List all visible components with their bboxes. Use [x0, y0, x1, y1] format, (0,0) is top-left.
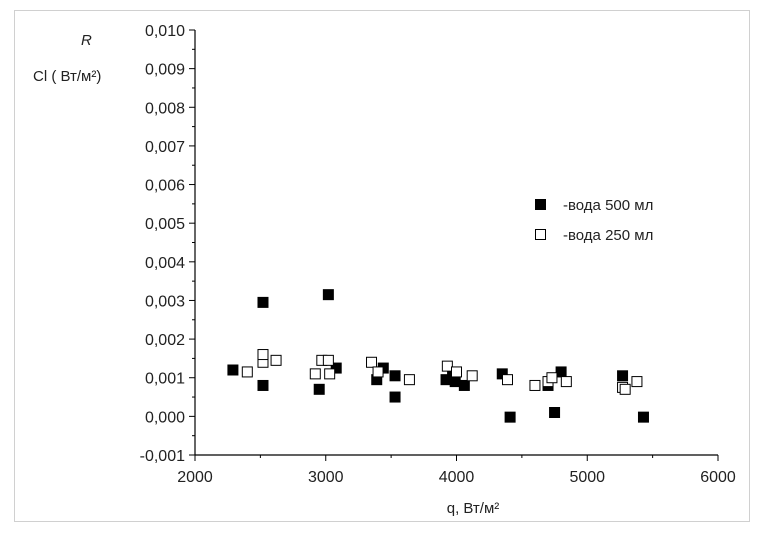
data-point-series-2	[366, 356, 378, 368]
data-point-series-2	[546, 372, 558, 384]
data-point-series-2	[501, 374, 513, 386]
data-point-series-2	[631, 376, 643, 388]
y-tick-label: 0,005	[145, 216, 185, 233]
data-point-series-1	[504, 411, 516, 423]
data-point-series-2	[309, 368, 321, 380]
data-point-series-1	[227, 364, 239, 376]
data-point-series-2	[560, 376, 572, 388]
y-axis-title-line2: Cl ( Вт/м²)	[33, 68, 101, 85]
y-axis-title-line1: R	[81, 32, 92, 49]
data-point-series-2	[372, 366, 384, 378]
data-point-series-1	[257, 379, 269, 391]
x-axis-title: q, Вт/м²	[447, 500, 500, 517]
legend-label-series-1: -вода 500 мл	[563, 197, 653, 214]
y-tick-label: 0,002	[145, 332, 185, 349]
x-tick-label: 3000	[308, 469, 344, 486]
data-points	[227, 289, 649, 423]
legend-marker-open-square	[535, 229, 546, 240]
data-point-series-1	[555, 366, 567, 378]
y-tick-label: 0,000	[145, 409, 185, 426]
scatter-chart: 2000 3000 4000 5000 6000 -0,001 0,000 0,001 0,0…	[33, 23, 736, 517]
y-tick-label: 0,001	[145, 371, 185, 388]
y-tick-label: 0,003	[145, 293, 185, 310]
y-tick-label: 0,009	[145, 62, 185, 79]
data-point-series-1	[330, 362, 342, 374]
y-tick-label: 0,004	[145, 255, 185, 272]
data-point-series-1	[549, 407, 561, 418]
data-point-series-2	[441, 360, 453, 372]
chart-frame: 2000 3000 4000 5000 6000 -0,001 0,000 0,001 0,0…	[14, 10, 750, 522]
data-point-series-1	[440, 374, 452, 386]
y-tick-label: 0,008	[145, 100, 185, 117]
x-axis-ticks: 2000 3000 4000 5000 6000	[177, 455, 736, 486]
x-tick-label: 4000	[439, 469, 475, 486]
y-axis-title: R Cl ( Вт/м²)	[33, 32, 101, 85]
data-point-series-1	[389, 391, 401, 403]
y-tick-label: 0,006	[145, 178, 185, 195]
data-point-series-1	[371, 374, 383, 386]
data-point-series-2	[324, 368, 336, 380]
y-tick-label: 0,010	[145, 23, 185, 40]
y-tick-label: -0,001	[140, 448, 185, 465]
y-axis-ticks: -0,001 0,000 0,001 0,002 0,003 0,004 0,005 0,00…	[140, 23, 195, 465]
x-tick-label: 5000	[569, 469, 605, 486]
y-tick-label: 0,007	[145, 139, 185, 156]
data-point-series-1	[389, 370, 401, 382]
data-point-series-1	[449, 376, 461, 388]
x-tick-label: 6000	[700, 469, 736, 486]
legend-marker-filled-square	[535, 199, 546, 210]
data-point-series-1	[637, 411, 649, 423]
data-point-series-2	[619, 383, 631, 395]
legend-label-series-2: -вода 250 мл	[563, 227, 653, 244]
data-point-series-1	[496, 368, 508, 380]
data-point-series-2	[451, 366, 462, 378]
x-tick-label: 2000	[177, 469, 213, 486]
data-point-series-2	[241, 366, 253, 378]
data-point-series-2	[257, 349, 269, 361]
data-point-series-1	[617, 370, 629, 382]
data-point-series-1	[257, 296, 269, 308]
data-point-series-2	[466, 370, 478, 382]
data-point-series-2	[270, 354, 282, 366]
data-point-series-2	[322, 354, 334, 366]
data-point-series-2	[403, 374, 415, 386]
data-point-series-1	[313, 383, 325, 395]
data-point-series-1	[322, 289, 334, 301]
legend: -вода 500 мл -вода 250 мл	[535, 197, 653, 244]
data-point-series-2	[529, 379, 541, 391]
data-point-series-1	[458, 379, 470, 391]
